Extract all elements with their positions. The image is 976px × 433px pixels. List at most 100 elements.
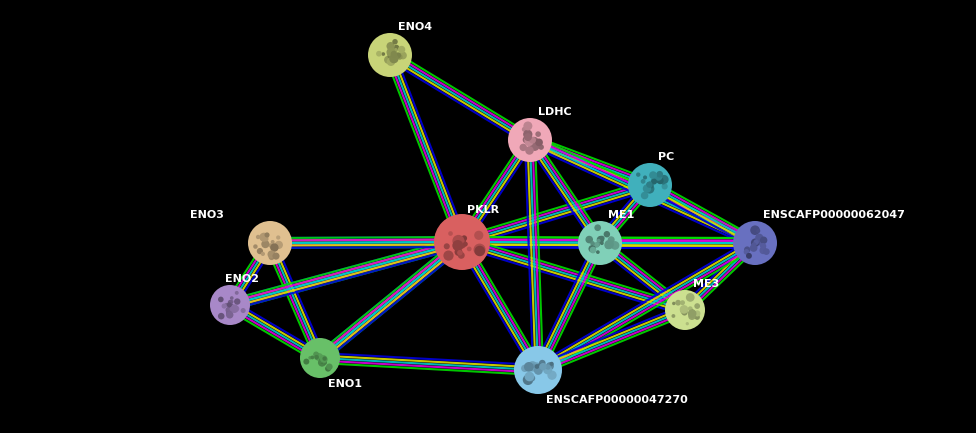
Circle shape	[270, 245, 275, 249]
Circle shape	[671, 314, 675, 318]
Circle shape	[679, 305, 688, 314]
Circle shape	[463, 242, 468, 246]
Circle shape	[235, 291, 239, 295]
Circle shape	[596, 239, 600, 243]
Circle shape	[530, 137, 539, 146]
Circle shape	[267, 250, 275, 259]
Circle shape	[751, 226, 760, 235]
Circle shape	[646, 181, 654, 189]
Circle shape	[508, 118, 552, 162]
Circle shape	[318, 358, 324, 363]
Circle shape	[686, 322, 689, 325]
Circle shape	[222, 304, 226, 309]
Circle shape	[448, 231, 453, 236]
Circle shape	[272, 252, 279, 260]
Circle shape	[224, 303, 228, 307]
Circle shape	[274, 241, 283, 249]
Circle shape	[523, 129, 533, 139]
Circle shape	[524, 137, 528, 141]
Circle shape	[672, 302, 675, 305]
Circle shape	[681, 310, 687, 316]
Circle shape	[688, 306, 693, 311]
Circle shape	[643, 175, 647, 180]
Circle shape	[540, 363, 547, 370]
Circle shape	[268, 243, 273, 248]
Circle shape	[763, 248, 770, 255]
Circle shape	[528, 138, 532, 142]
Text: ENO4: ENO4	[398, 22, 432, 32]
Circle shape	[323, 360, 327, 365]
Circle shape	[530, 141, 540, 151]
Circle shape	[264, 233, 269, 237]
Circle shape	[443, 250, 454, 261]
Circle shape	[760, 243, 766, 249]
Circle shape	[746, 253, 752, 259]
Circle shape	[314, 355, 319, 360]
Circle shape	[546, 362, 554, 370]
Circle shape	[694, 310, 701, 317]
Circle shape	[525, 146, 534, 155]
Circle shape	[387, 51, 393, 57]
Circle shape	[519, 144, 527, 151]
Text: ME3: ME3	[693, 279, 719, 289]
Circle shape	[752, 242, 756, 247]
Circle shape	[756, 229, 760, 233]
Circle shape	[389, 54, 398, 63]
Circle shape	[750, 244, 757, 252]
Circle shape	[326, 363, 333, 370]
Circle shape	[590, 241, 594, 246]
Circle shape	[316, 354, 321, 358]
Circle shape	[230, 296, 233, 300]
Circle shape	[524, 133, 532, 141]
Circle shape	[603, 231, 610, 237]
Circle shape	[523, 122, 532, 130]
Circle shape	[263, 233, 268, 239]
Circle shape	[744, 249, 750, 255]
Circle shape	[539, 360, 546, 366]
Circle shape	[688, 313, 696, 320]
Circle shape	[226, 302, 232, 307]
Circle shape	[229, 300, 233, 304]
Circle shape	[651, 179, 655, 183]
Circle shape	[549, 362, 553, 366]
Circle shape	[256, 235, 261, 239]
Circle shape	[762, 247, 766, 251]
Circle shape	[611, 241, 620, 250]
Circle shape	[543, 365, 552, 374]
Circle shape	[604, 242, 611, 249]
Circle shape	[308, 356, 311, 359]
Circle shape	[310, 355, 314, 359]
Circle shape	[462, 242, 467, 247]
Circle shape	[546, 364, 550, 370]
Circle shape	[598, 236, 604, 242]
Circle shape	[527, 361, 538, 372]
Circle shape	[529, 375, 535, 381]
Circle shape	[315, 353, 323, 361]
Text: ENSCAFP00000062047: ENSCAFP00000062047	[763, 210, 905, 220]
Circle shape	[586, 236, 593, 243]
Circle shape	[399, 52, 407, 59]
Circle shape	[654, 174, 662, 183]
Circle shape	[608, 236, 615, 243]
Circle shape	[386, 42, 394, 50]
Circle shape	[457, 239, 467, 249]
Text: ENSCAFP00000047270: ENSCAFP00000047270	[546, 395, 688, 405]
Circle shape	[760, 236, 767, 244]
Circle shape	[268, 254, 274, 260]
Circle shape	[390, 50, 396, 56]
Circle shape	[227, 300, 233, 305]
Circle shape	[523, 375, 533, 385]
Circle shape	[529, 137, 536, 143]
Circle shape	[694, 303, 700, 309]
Circle shape	[382, 52, 386, 56]
Circle shape	[651, 179, 657, 184]
Circle shape	[649, 171, 657, 179]
Circle shape	[276, 236, 280, 239]
Circle shape	[594, 224, 601, 231]
Circle shape	[225, 307, 232, 313]
Circle shape	[532, 362, 542, 372]
Circle shape	[218, 297, 224, 302]
Circle shape	[393, 48, 398, 52]
Circle shape	[453, 235, 465, 247]
Circle shape	[662, 183, 668, 190]
